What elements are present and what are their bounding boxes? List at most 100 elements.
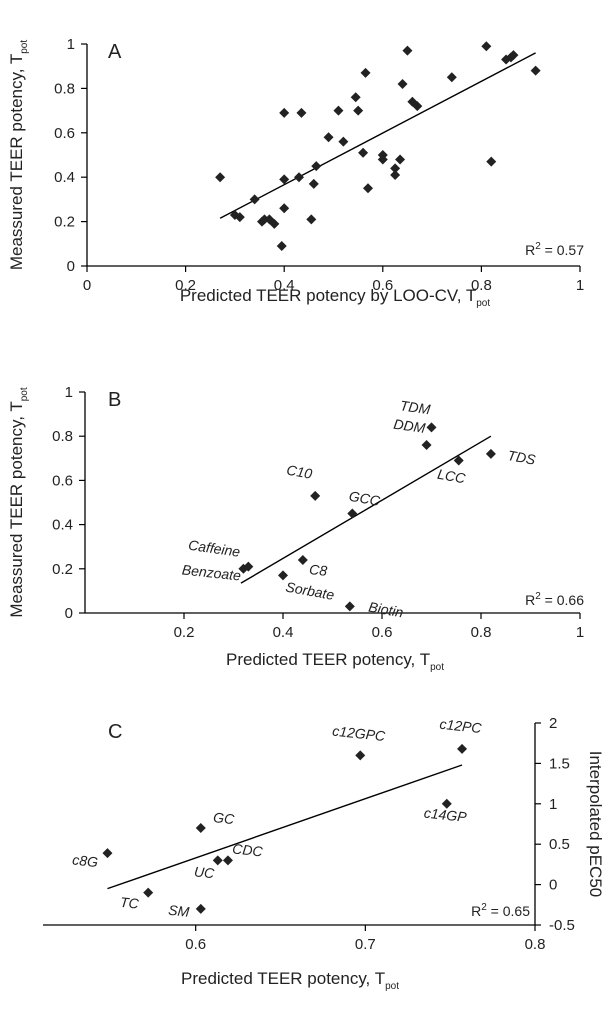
data-point [508,50,519,61]
r-squared-value: = 0.65 [487,903,530,919]
x-axis-label-text: Predicted TEER potency, T [181,969,385,988]
data-point [243,561,254,572]
y-tick-label: 0.8 [54,80,75,97]
x-tick-label: 1 [576,277,584,294]
data-point [395,154,406,165]
data-point [363,183,374,194]
data-point [347,508,358,519]
x-axis-label: Predicted TEER potency, Tpot [181,969,399,992]
data-point [426,422,437,433]
data-point [485,448,496,459]
point-label: TC [119,894,140,912]
point-label: Caffeine [187,537,241,560]
data-point [453,455,464,466]
x-tick-label: 1 [576,624,584,641]
x-axis-label-text: Predicted TEER potency, T [226,650,430,669]
data-point [311,161,322,172]
panel-c: -0.5 0 0.5 1 1.5 2 0.6 0.7 0.8 Predicted TEER pot… [43,715,605,992]
point-label: C8 [308,561,328,579]
data-point [358,147,369,158]
x-tick-label: 0.4 [274,277,295,294]
regression-line [107,764,463,890]
r-squared-value: = 0.66 [541,592,584,608]
data-point [441,798,452,809]
r-squared-label: R2 = 0.66 [525,591,584,608]
r-squared-label: R2 = 0.65 [471,902,530,919]
regression-line [240,435,492,584]
r-squared-symbol: R [525,592,535,608]
x-tick-label: 0.2 [175,277,196,294]
subscript: pot [476,298,490,309]
x-tick-label: 0.6 [372,277,393,294]
point-label: c14GP [423,805,468,825]
point-label: UC [193,863,216,881]
data-point [278,570,288,581]
data-point [377,154,388,165]
point-label: CDC [232,840,265,859]
data-point [212,855,223,866]
x-axis-label-text: Predicted TEER potency by LOO-CV, T [180,286,476,305]
y-tick-label: 0 [549,877,557,894]
point-label: c8G [72,851,99,870]
x-axis-label: Predicted TEER potency, Tpot [226,650,444,673]
point-label: GCC [348,488,382,509]
y-tick-label: 1 [65,384,73,401]
x-axis-label: Predicted TEER potency by LOO-CV, Tpot [180,286,491,309]
point-label: LCC [436,466,467,487]
data-point [249,194,260,205]
x-tick-label: 0.8 [471,624,492,641]
data-point [338,136,349,147]
panel-label: B [108,389,121,411]
y-tick-label: 0 [65,605,73,622]
data-point [402,45,413,56]
x-tick-label: 0.7 [355,936,376,953]
panel-label: C [108,721,122,743]
data-point [279,107,290,118]
point-label: TDS [506,447,537,468]
data-point [215,172,226,183]
y-tick-label: 0.6 [54,125,75,142]
point-label: DDM [393,416,427,436]
panel-a: 0 0.2 0.4 0.6 0.8 1 0 0.2 0.4 0.6 0.8 1 Predicted TE… [7,36,584,309]
y-tick-label: 0.5 [549,836,570,853]
y-axis-label: Interpolated pEC50 [586,751,605,898]
data-point [293,172,304,183]
point-label: c12PC [439,716,483,736]
x-tick-label: 0.8 [471,277,492,294]
y-tick-label: 0.2 [54,214,75,231]
y-axis-label: Meassured TEER potency, Tpot [7,40,30,271]
subscript: pot [19,387,30,401]
data-point [296,107,307,118]
data-point [333,105,344,116]
x-tick-label: 0.2 [174,624,195,641]
data-point [222,855,233,866]
data-point [143,887,154,898]
point-label: Benzoate [181,561,242,583]
data-point [446,72,457,83]
y-tick-label: 0.2 [52,561,73,578]
subscript: pot [385,981,399,992]
data-point [421,440,432,451]
y-axis-label-text: Meassured TEER potency, T [7,54,26,270]
data-point [102,848,113,859]
data-point [195,903,206,914]
data-point [481,41,492,52]
x-tick-label: 0 [83,277,91,294]
data-point [323,132,334,143]
r-squared-symbol: R [525,242,535,258]
data-point [486,156,497,167]
data-point [390,163,401,174]
data-point [195,823,206,834]
x-tick-label: 0.4 [273,624,294,641]
y-tick-label: 1 [549,796,557,813]
panel-label: A [108,41,122,63]
data-point [360,67,371,78]
data-point [279,203,290,214]
data-point [297,554,308,565]
data-point [269,218,280,229]
data-point [276,241,287,252]
point-label: C10 [285,462,313,482]
r-squared-superscript: 2 [481,902,487,913]
x-tick-label: 0.6 [372,624,393,641]
